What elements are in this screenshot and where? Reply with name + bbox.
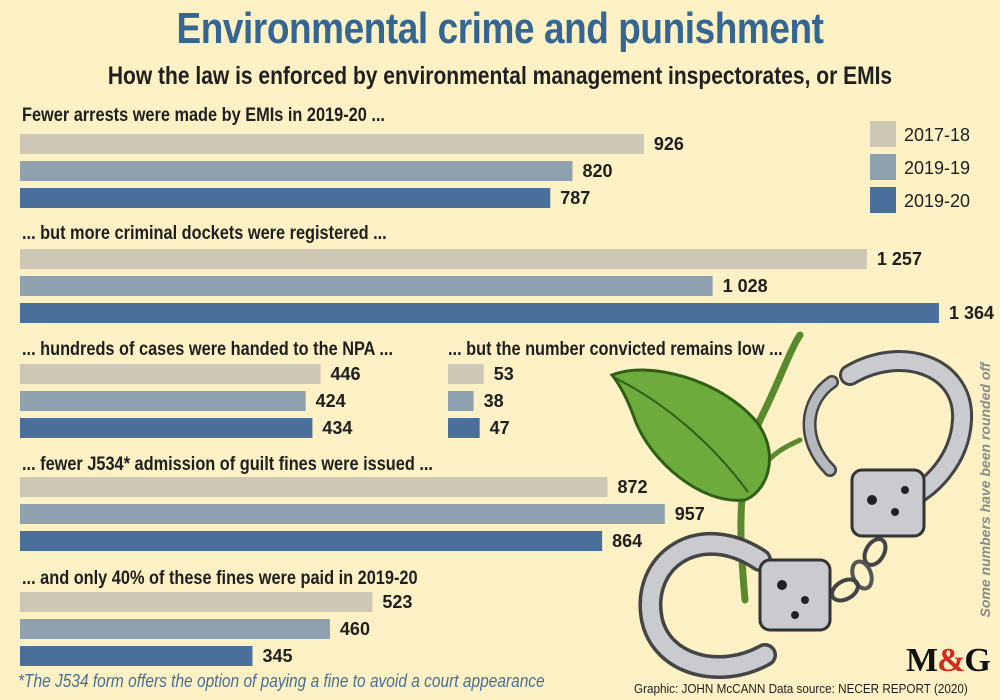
bar [448,418,480,438]
data-label: 460 [340,619,370,639]
bar [20,477,608,497]
legend-label: 2019-20 [904,191,970,211]
panel-title: ... but the number convicted remains low… [448,338,783,359]
bar [448,364,484,384]
bar [20,646,253,666]
panel-title: ... and only 40% of these fines were pai… [22,567,418,588]
legend-swatch [870,154,896,180]
bar [448,391,474,411]
bar [20,418,313,438]
panel-title: Fewer arrests were made by EMIs in 2019-… [22,104,385,125]
data-label: 787 [560,188,590,208]
data-label: 424 [316,391,346,411]
data-label: 1 028 [723,276,768,296]
panel-title: ... but more criminal dockets were regis… [22,222,387,243]
panel-title: ... hundreds of cases were handed to the… [22,338,393,359]
chart-marks: Fewer arrests were made by EMIs in 2019-… [20,104,994,666]
bar [20,303,939,323]
chart-subtitle: How the law is enforced by environmental… [107,62,893,90]
bar [20,391,306,411]
data-label: 523 [382,592,412,612]
data-label: 446 [330,364,360,384]
rounding-note: Some numbers have been rounded off [977,362,993,618]
bar [20,504,665,524]
data-label: 47 [490,418,510,438]
handcuffs-leaf-illustration [609,331,974,680]
data-label: 820 [582,161,612,181]
bar [20,619,330,639]
data-label: 957 [675,504,705,524]
bar [20,134,644,154]
panel-title: ... fewer J534* admission of guilt fines… [22,453,433,474]
legend-label: 2019-19 [904,158,970,178]
bar [20,276,713,296]
data-label: 872 [618,477,648,497]
legend-label: 2017-18 [904,125,970,145]
data-label: 345 [262,646,292,666]
bar [20,161,573,181]
credit-line: Graphic: JOHN McCANN Data source: NECER … [634,681,968,696]
bar [20,364,321,384]
legend-swatch [870,121,896,147]
bar [20,531,603,551]
bar [20,249,867,269]
mg-logo: M&G [906,642,991,679]
data-label: 1 364 [949,303,994,323]
bar [20,188,551,208]
bar [20,592,373,612]
footnote: *The J534 form offers the option of payi… [18,671,545,691]
data-label: 864 [612,531,642,551]
data-label: 53 [494,364,514,384]
data-label: 434 [322,418,352,438]
data-label: 926 [654,134,684,154]
data-label: 1 257 [877,249,922,269]
data-label: 38 [484,391,504,411]
legend-swatch [870,187,896,213]
chart-title: Environmental crime and punishment [176,4,824,53]
